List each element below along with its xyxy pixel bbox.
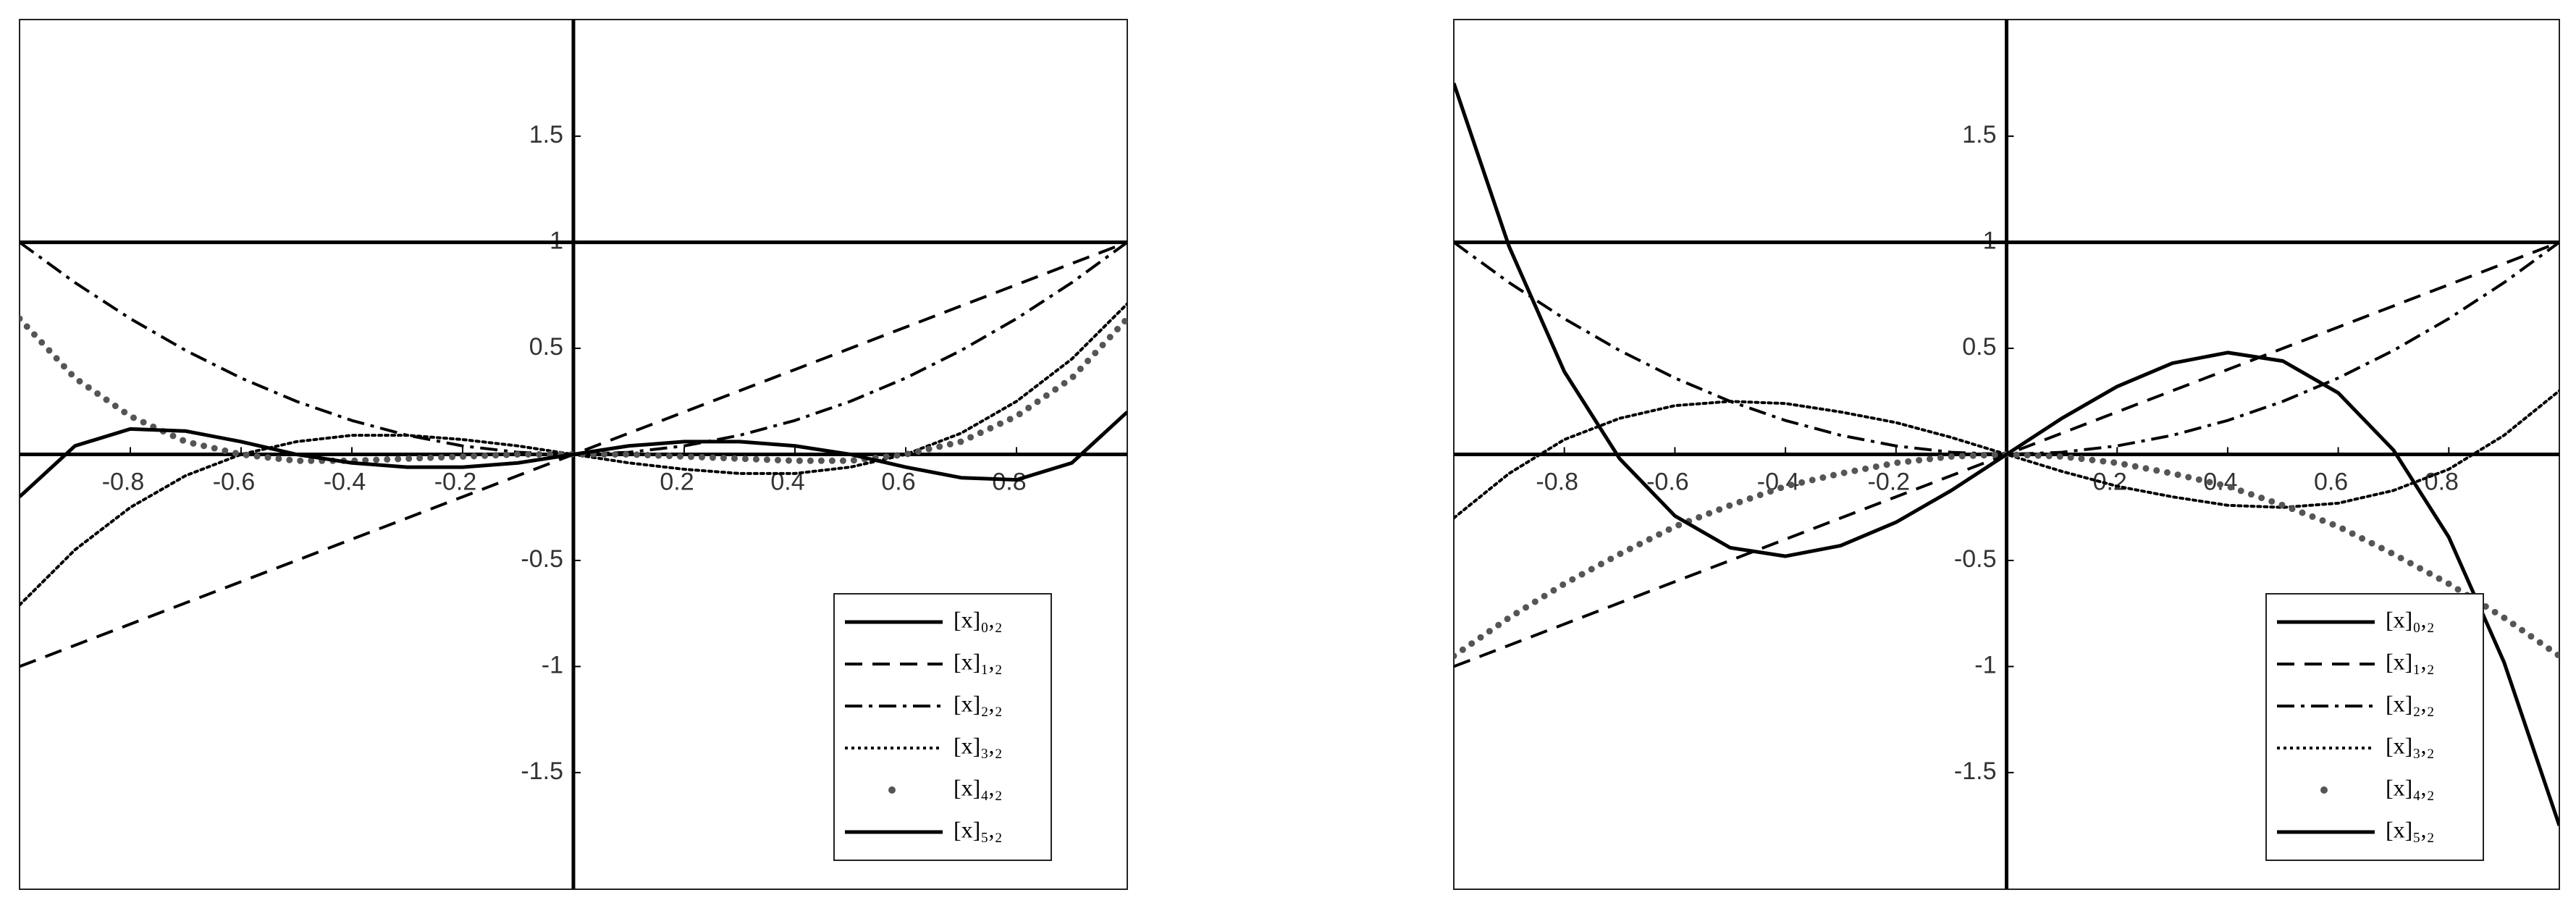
legend-label: [x]₅,₂ [954,816,1003,842]
y-tick-label: 1.5 [1962,121,1996,148]
x-tick-label: -0.2 [1868,468,1911,495]
legend-label: [x]₄,₂ [2386,774,2435,800]
chart: -0.8 -0.6 -0.4 -0.2 0.2 0.4 0.6 0.8-1.5-1-0.50.… [19,19,1128,890]
x-tick-label: 0.6 [881,468,915,495]
x-tick-label: 0.8 [992,468,1026,495]
legend: [x]₀,₂ [x]₁,₂ [x]₂,₂ [x]₃,₂ [x]₄,₂ [x]₅,₂ [833,593,1052,861]
legend-label: [x]₃,₂ [2386,732,2435,758]
x-tick-label: -0.6 [1646,468,1689,495]
legend-label: [x]₁,₂ [2386,648,2435,674]
legend-swatch [2320,786,2328,794]
y-tick-label: 1.5 [529,121,563,148]
chart: -0.8 -0.6 -0.4 -0.2 0.2 0.4 0.6 0.8-1.5-1-0.50.… [1453,19,2560,890]
legend-label: [x]₂,₂ [954,690,1003,716]
y-tick-label: -1 [1974,651,1996,679]
legend-label: [x]₀,₂ [2386,606,2435,632]
x-tick-label: 0.2 [660,468,694,495]
x-tick-label: 0.6 [2314,468,2348,495]
y-tick-label: -1.5 [1954,757,1997,785]
legend-label: [x]₅,₂ [2386,816,2435,842]
legend-swatch [888,786,896,794]
legend-box [833,593,1052,861]
x-tick-label: -0.2 [434,468,477,495]
y-tick-label: -1 [542,651,563,679]
legend-label: [x]₁,₂ [954,648,1003,674]
x-tick-label: -0.6 [213,468,256,495]
series-line [20,411,1127,498]
y-tick-label: -0.5 [1954,545,1997,573]
x-tick-label: -0.8 [102,468,145,495]
legend-label: [x]₀,₂ [954,606,1003,632]
legend-label: [x]₂,₂ [2386,690,2435,716]
y-tick-label: -1.5 [521,757,563,785]
y-tick-label: 0.5 [1962,333,1996,361]
series-line [1454,83,2559,826]
x-tick-label: -0.4 [324,468,366,495]
y-tick-label: 0.5 [529,333,563,361]
x-tick-label: -0.4 [1757,468,1800,495]
legend: [x]₀,₂ [x]₁,₂ [x]₂,₂ [x]₃,₂ [x]₄,₂ [x]₅,₂ [2265,593,2484,861]
legend-box [2265,593,2484,861]
legend-label: [x]₄,₂ [954,774,1003,800]
legend-label: [x]₃,₂ [954,732,1003,758]
x-tick-label: -0.8 [1536,468,1578,495]
y-tick-label: -0.5 [521,545,563,573]
